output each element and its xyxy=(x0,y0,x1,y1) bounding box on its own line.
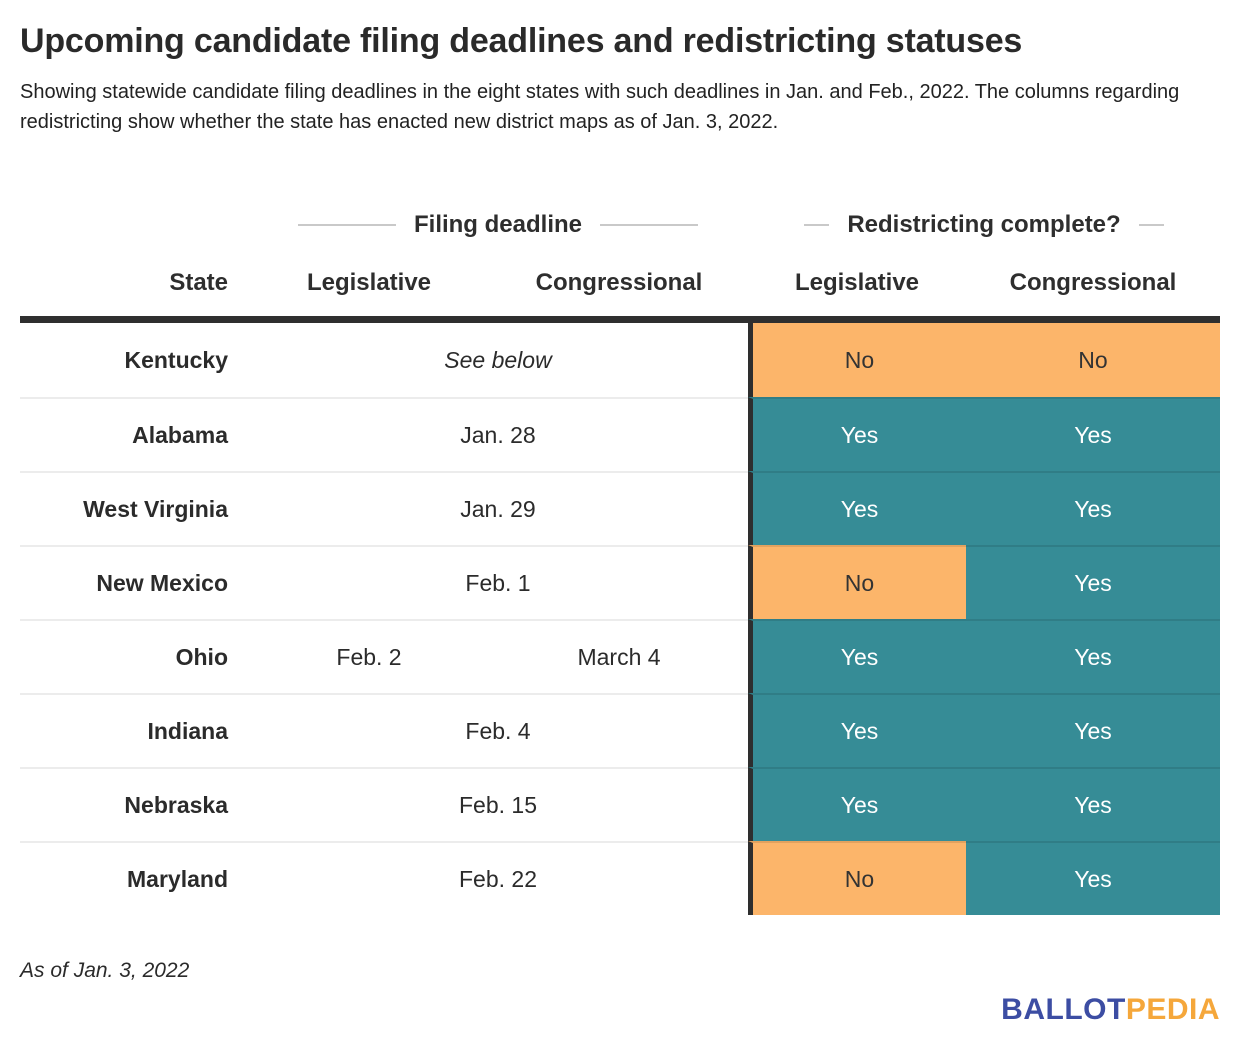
state-name: Nebraska xyxy=(20,767,248,841)
table-row-ohio: Ohio Feb. 2 March 4 Yes Yes xyxy=(20,619,1220,693)
column-header-state: State xyxy=(169,268,228,296)
filing-deadline: Feb. 15 xyxy=(248,767,748,841)
infographic-page: Upcoming candidate filing deadlines and … xyxy=(20,22,1220,1027)
filing-deadline-legislative: Feb. 2 xyxy=(248,619,490,693)
group-header-redistricting: Redistricting complete? xyxy=(748,201,1220,249)
column-header-redistricting-legislative: Legislative xyxy=(794,268,920,296)
logo-text-pedia: PEDIA xyxy=(1125,993,1220,1026)
divider-line xyxy=(1138,224,1164,226)
redistricting-legislative-status: Yes xyxy=(748,397,966,471)
deadlines-table: Filing deadline Redistricting complete? … xyxy=(20,201,1220,915)
filing-deadline: See below xyxy=(444,346,552,373)
state-name: Ohio xyxy=(20,619,248,693)
group-header-label: Filing deadline xyxy=(413,211,582,238)
table-row-alabama: Alabama Jan. 28 Yes Yes xyxy=(20,397,1220,471)
filing-deadline: Jan. 29 xyxy=(248,471,748,545)
divider-line xyxy=(297,224,396,226)
redistricting-legislative-status: Yes xyxy=(748,619,966,693)
subtitle: Showing statewide candidate filing deadl… xyxy=(20,81,1180,133)
redistricting-legislative-status: Yes xyxy=(748,471,966,545)
state-name: Alabama xyxy=(20,397,248,471)
redistricting-congressional-status: Yes xyxy=(966,841,1220,915)
group-header-filing-deadline: Filing deadline xyxy=(248,201,748,249)
redistricting-legislative-status: No xyxy=(748,323,966,397)
filing-deadline: Feb. 22 xyxy=(248,841,748,915)
as-of-note: As of Jan. 3, 2022 xyxy=(20,959,190,982)
page-title: Upcoming candidate filing deadlines and … xyxy=(20,22,1023,60)
ballotpedia-logo: BALLOTPEDIA xyxy=(1001,993,1220,1027)
redistricting-congressional-status: Yes xyxy=(966,397,1220,471)
filing-deadline: Feb. 1 xyxy=(248,545,748,619)
redistricting-congressional-status: Yes xyxy=(966,619,1220,693)
table-row-indiana: Indiana Feb. 4 Yes Yes xyxy=(20,693,1220,767)
redistricting-legislative-status: Yes xyxy=(748,767,966,841)
state-name: Kentucky xyxy=(124,346,228,373)
table-row-maryland: Maryland Feb. 22 No Yes xyxy=(20,841,1220,915)
column-header-filing-congressional: Congressional xyxy=(535,268,703,296)
redistricting-congressional-status: No xyxy=(966,323,1220,397)
table-row-kentucky: Kentucky See below No No xyxy=(20,323,1220,397)
state-name: Indiana xyxy=(20,693,248,767)
divider-line xyxy=(600,224,698,226)
table-row-nebraska: Nebraska Feb. 15 Yes Yes xyxy=(20,767,1220,841)
logo-text-ballot: BALLOT xyxy=(1001,993,1126,1026)
column-header-filing-legislative: Legislative xyxy=(306,268,432,296)
redistricting-congressional-status: Yes xyxy=(966,545,1220,619)
redistricting-legislative-status: No xyxy=(748,545,966,619)
divider-line xyxy=(804,224,830,226)
redistricting-legislative-status: No xyxy=(748,841,966,915)
group-header-label: Redistricting complete? xyxy=(847,211,1121,238)
state-name: West Virginia xyxy=(20,471,248,545)
state-name: New Mexico xyxy=(20,545,248,619)
redistricting-congressional-status: Yes xyxy=(966,693,1220,767)
logo-row: BALLOTPEDIA xyxy=(20,993,1220,1027)
table-row-west-virginia: West Virginia Jan. 29 Yes Yes xyxy=(20,471,1220,545)
redistricting-legislative-status: Yes xyxy=(748,693,966,767)
column-header-redistricting-congressional: Congressional xyxy=(1009,268,1177,296)
column-header-row: State Legislative Congressional Legislat… xyxy=(20,249,1220,323)
group-header-spacer xyxy=(20,201,248,249)
filing-deadline: Feb. 4 xyxy=(248,693,748,767)
filing-deadline-congressional: March 4 xyxy=(490,619,748,693)
table-row-new-mexico: New Mexico Feb. 1 No Yes xyxy=(20,545,1220,619)
redistricting-congressional-status: Yes xyxy=(966,471,1220,545)
filing-deadline: Jan. 28 xyxy=(248,397,748,471)
redistricting-congressional-status: Yes xyxy=(966,767,1220,841)
group-header-row: Filing deadline Redistricting complete? xyxy=(20,201,1220,249)
state-name: Maryland xyxy=(20,841,248,915)
